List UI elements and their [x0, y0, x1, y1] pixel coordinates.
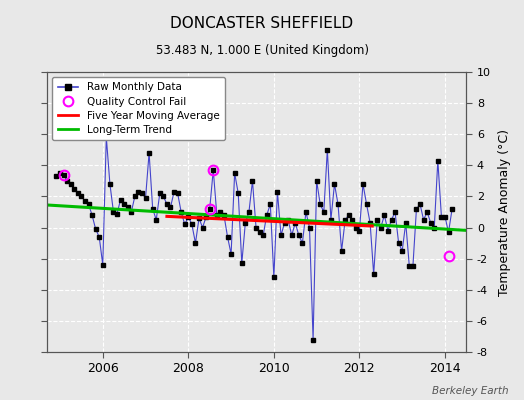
Legend: Raw Monthly Data, Quality Control Fail, Five Year Moving Average, Long-Term Tren: Raw Monthly Data, Quality Control Fail, …	[52, 77, 225, 140]
Y-axis label: Temperature Anomaly (°C): Temperature Anomaly (°C)	[498, 128, 511, 296]
Text: DONCASTER SHEFFIELD: DONCASTER SHEFFIELD	[170, 16, 354, 31]
Text: Berkeley Earth: Berkeley Earth	[432, 386, 508, 396]
Text: 53.483 N, 1.000 E (United Kingdom): 53.483 N, 1.000 E (United Kingdom)	[156, 44, 368, 57]
